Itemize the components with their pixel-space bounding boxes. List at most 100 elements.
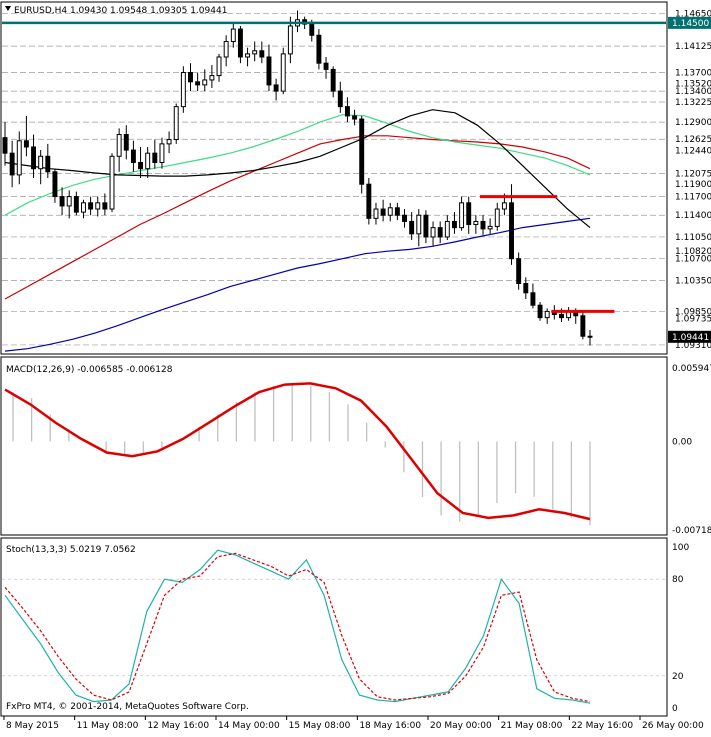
time-axis-label: 20 May 00:00 [430,721,492,731]
candle [380,199,386,222]
bear-candle-body [516,258,522,284]
moving-averages [4,109,591,352]
candle [330,66,336,98]
candle [402,209,407,228]
bear-candle-body [451,220,457,229]
bull-candle-body [223,40,229,58]
price-axis-label: 1.09735 [675,315,711,325]
candle [23,115,29,157]
bear-candle-body [102,202,108,210]
candle [73,191,79,216]
candle [423,210,429,244]
candle [188,63,193,92]
candle [430,221,436,247]
candle [216,53,222,82]
candle [480,215,486,236]
bear-candle-body [52,171,58,198]
bull-candle-body [95,202,101,210]
bear-candle-body [466,202,472,226]
bull-candle-body [216,56,222,77]
time-axis-label: 12 May 16:00 [147,721,209,731]
candle [409,212,415,241]
candle [366,178,372,225]
bear-candle-body [323,62,329,70]
stoch-layer: 100 80 20 0 [2,543,689,714]
bear-candle-body [480,220,486,230]
candle [159,137,165,169]
macd-panel-border [0,356,668,536]
macd-axis-label: -0.00718 [672,526,711,536]
stoch-axis-label: 80 [672,575,684,585]
candle [537,302,543,321]
bear-candle-body [316,34,322,64]
candle [252,41,258,62]
bear-candle-body [366,183,372,219]
candle [466,196,472,234]
bear-candle-body [394,207,400,216]
bull-candle-body [109,155,115,210]
bear-candle-body [509,202,514,260]
candle [587,330,593,346]
bear-candle-body [337,90,343,108]
price-axis-label: 1.11050 [675,233,711,243]
candle [180,66,186,113]
bear-candle-body [259,50,265,58]
bull-candle-body [387,207,393,216]
stoch-axis-label: 0 [672,704,678,714]
bull-candle-body [373,208,379,219]
candle [52,168,58,203]
copyright-label: FxPro MT4, © 2001-2014, MetaQuotes Softw… [6,702,249,712]
price-axis-label: 1.13700 [675,69,711,79]
bear-candle-body [537,304,543,319]
price-panel-border [0,1,668,355]
candle [2,122,8,166]
time-axis-label: 15 May 08:00 [289,721,351,731]
candle [31,134,36,178]
ma-blue-line [4,217,591,352]
candle [259,41,265,64]
bear-candle-body [559,314,564,319]
candle [287,16,293,64]
bear-candle-body [59,196,65,207]
time-axis-label: 14 May 00:00 [218,721,280,731]
bull-candle-body [116,134,122,157]
stoch-axis-label: 20 [672,672,684,682]
bear-candle-body [31,146,36,170]
price-axis-label: 1.12075 [675,169,711,179]
bear-candle-body [188,72,193,83]
price-axis-label: 1.13400 [675,87,711,97]
price-axis-label: 1.12900 [675,118,711,128]
bull-candle-body [16,140,22,176]
bear-candle-body [309,23,315,36]
candle [202,69,208,92]
candle [245,47,251,67]
candle [81,199,86,219]
current-price-tag-label: 1.09441 [672,333,709,343]
bear-candle-body [138,161,144,170]
bear-candle-body [344,106,350,117]
candle [166,131,172,154]
candle [487,218,493,234]
bull-candle-body [180,72,186,108]
price-axis-label: 1.10820 [675,247,711,257]
price-axis-label: 1.13225 [675,98,711,108]
bear-candle-body [359,118,365,185]
bear-candle-body [530,292,536,306]
stoch-signal-line [4,552,591,703]
bear-candle-body [88,202,94,210]
candle [59,187,65,216]
bear-candle-body [2,137,8,154]
bull-candle-body [209,75,215,81]
key-level-tag-label: 1.14500 [672,19,709,29]
bull-candle-body [38,155,44,170]
candle [416,209,422,247]
dropdown-triangle-icon[interactable] [5,6,11,11]
candle [523,277,529,300]
candle [195,72,201,92]
candle [394,202,400,221]
price-axis-label: 1.11400 [675,211,711,221]
bear-candle-body [380,208,386,216]
candle [88,196,94,216]
bear-candle-body [45,155,51,173]
